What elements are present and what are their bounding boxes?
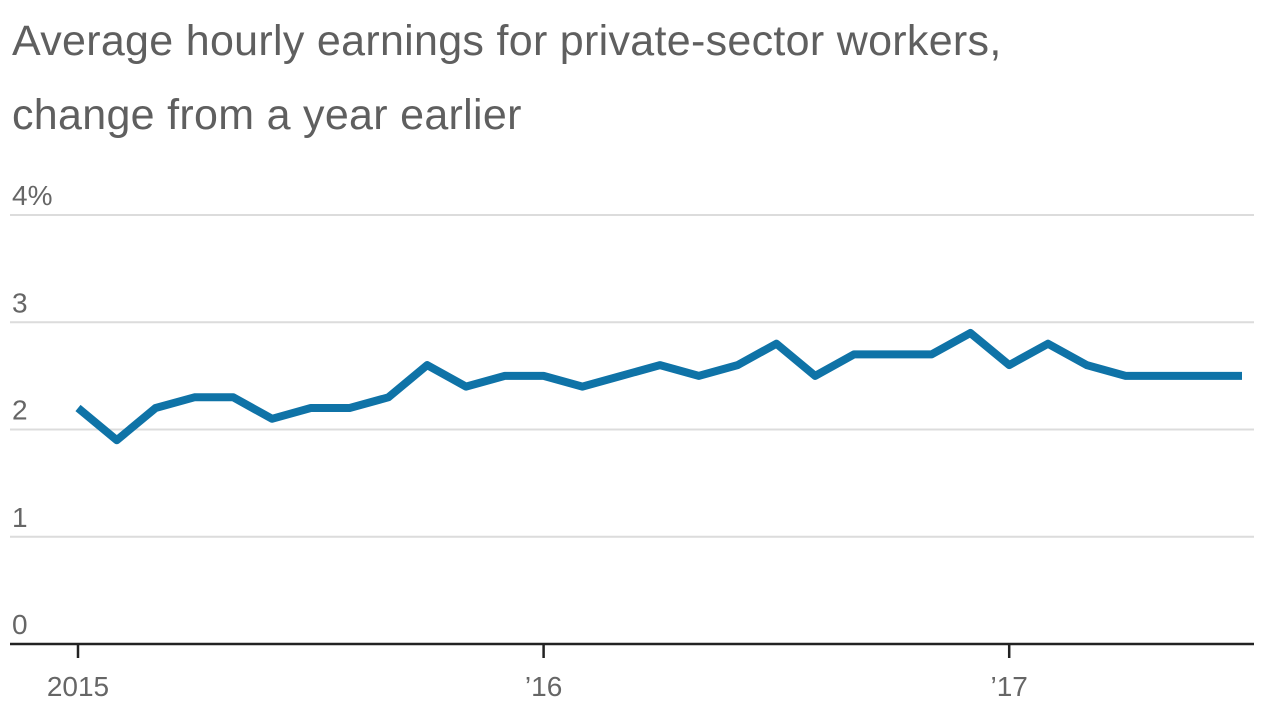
series-line: [75, 329, 1242, 445]
chart-title-line-2: change from a year earlier: [12, 91, 522, 139]
chart-title-line-1: Average hourly earnings for private-sect…: [12, 17, 1002, 65]
y-tick-label: 4%: [12, 180, 52, 211]
series-layer: [75, 329, 1242, 445]
x-tick-label: ’17: [991, 671, 1028, 702]
x-tick-label: ’16: [525, 671, 562, 702]
chart-title: Average hourly earnings for private-sect…: [12, 4, 1262, 152]
x-tick-label: 2015: [47, 671, 109, 702]
gridlines: [10, 214, 1254, 538]
y-tick-label: 3: [12, 287, 28, 318]
x-axis: 2015 ’16 ’17: [10, 642, 1254, 702]
y-tick-label: 0: [12, 609, 28, 640]
y-tick-label: 2: [12, 395, 28, 426]
y-axis-tick-labels: 0 1 2 3 4%: [12, 180, 52, 640]
y-tick-label: 1: [12, 502, 28, 533]
